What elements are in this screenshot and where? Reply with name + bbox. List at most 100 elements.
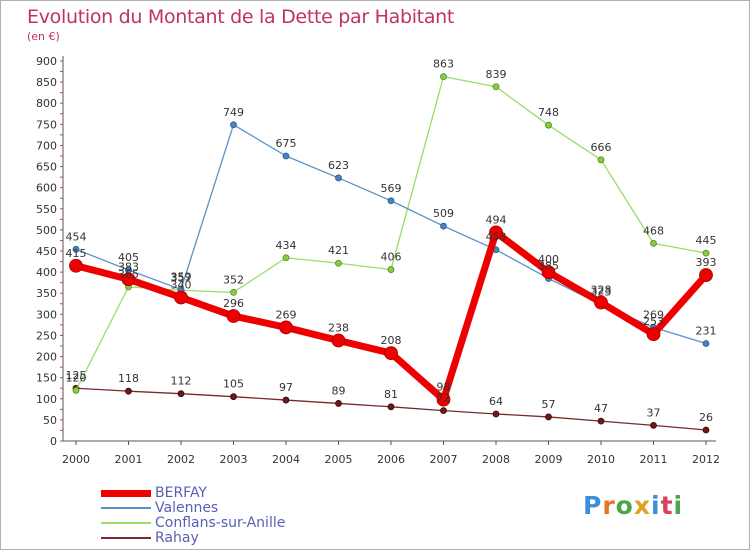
data-point-conflans-sur-anille xyxy=(440,73,447,81)
data-label-conflans-sur-anille: 748 xyxy=(538,106,559,119)
data-point-rahay xyxy=(597,417,605,425)
data-point-valennes xyxy=(230,121,237,129)
data-point-berfay xyxy=(646,327,661,342)
data-point-rahay xyxy=(282,396,290,404)
data-label-conflans-sur-anille: 445 xyxy=(696,234,717,247)
data-point-valennes xyxy=(72,245,80,253)
y-tick-label: 0 xyxy=(50,435,57,448)
logo-letter: i xyxy=(651,491,661,520)
legend-label-valennes: Valennes xyxy=(155,500,219,516)
data-labels-layer: 415 383 340 296 269 238 208 98 494 400 328 253 393 45… xyxy=(66,58,717,424)
data-label-rahay: 118 xyxy=(118,372,139,385)
data-point-conflans-sur-anille xyxy=(387,266,395,273)
data-point-berfay xyxy=(436,392,451,407)
data-label-berfay: 415 xyxy=(66,247,87,260)
data-label-rahay: 81 xyxy=(384,388,398,401)
y-tick-label: 500 xyxy=(36,224,57,237)
chart-unit: (en €) xyxy=(27,30,60,43)
data-label-conflans-sur-anille: 365 xyxy=(118,268,139,281)
y-tick-label: 650 xyxy=(36,161,57,174)
data-point-valennes xyxy=(440,222,447,230)
data-label-berfay: 269 xyxy=(276,308,297,321)
series-rahay xyxy=(72,384,710,434)
legend-swatch-valennes xyxy=(101,507,151,509)
data-label-berfay: 238 xyxy=(328,322,349,335)
data-point-rahay xyxy=(545,413,552,421)
series-layer xyxy=(69,73,713,434)
data-label-valennes: 749 xyxy=(223,106,244,119)
x-tick-label: 2006 xyxy=(377,453,405,466)
data-point-conflans-sur-anille xyxy=(492,83,500,91)
data-label-rahay: 89 xyxy=(332,384,346,397)
y-tick-label: 850 xyxy=(36,76,57,89)
data-point-conflans-sur-anille xyxy=(702,249,710,257)
logo-letter: o xyxy=(615,491,634,520)
data-point-berfay xyxy=(226,309,241,323)
data-label-valennes: 623 xyxy=(328,159,349,172)
y-tick-label: 200 xyxy=(36,351,57,364)
data-point-conflans-sur-anille xyxy=(545,121,552,129)
data-point-conflans-sur-anille xyxy=(230,288,237,296)
data-label-rahay: 57 xyxy=(542,398,556,411)
data-point-conflans-sur-anille xyxy=(282,254,290,262)
data-point-berfay xyxy=(384,346,398,361)
x-axis-ticks: 2000 2001 2002 2003 2004 2005 2006 2007 2008 2009… xyxy=(62,441,720,466)
data-label-conflans-sur-anille: 406 xyxy=(381,251,402,264)
x-tick-label: 2003 xyxy=(220,453,248,466)
data-label-berfay: 494 xyxy=(486,213,507,226)
data-label-valennes: 453 xyxy=(486,231,507,244)
data-label-conflans-sur-anille: 434 xyxy=(276,239,297,252)
data-point-berfay xyxy=(594,295,608,310)
y-tick-label: 50 xyxy=(43,414,57,427)
x-tick-label: 2012 xyxy=(692,453,720,466)
y-tick-label: 350 xyxy=(36,287,57,300)
y-tick-label: 600 xyxy=(36,182,57,195)
data-point-rahay xyxy=(177,390,185,398)
data-point-valennes xyxy=(387,197,395,205)
x-tick-label: 2005 xyxy=(325,453,353,466)
x-tick-label: 2004 xyxy=(272,453,300,466)
data-label-berfay: 340 xyxy=(171,278,192,291)
y-tick-label: 100 xyxy=(36,393,57,406)
y-tick-label: 900 xyxy=(36,55,57,68)
data-point-berfay xyxy=(541,265,556,280)
x-tick-label: 2007 xyxy=(430,453,458,466)
data-point-valennes xyxy=(702,340,710,347)
data-label-rahay: 125 xyxy=(66,369,87,382)
data-label-rahay: 72 xyxy=(437,392,451,405)
data-label-conflans-sur-anille: 120 xyxy=(66,371,87,384)
data-point-rahay xyxy=(492,410,500,418)
data-label-valennes: 509 xyxy=(433,207,454,220)
y-tick-label: 700 xyxy=(36,139,57,152)
data-label-berfay: 400 xyxy=(538,253,559,266)
data-label-berfay: 328 xyxy=(591,284,612,297)
data-label-rahay: 64 xyxy=(489,395,503,408)
data-label-conflans-sur-anille: 863 xyxy=(433,58,454,71)
data-label-conflans-sur-anille: 421 xyxy=(328,244,349,257)
data-label-rahay: 105 xyxy=(223,378,244,391)
data-label-valennes: 454 xyxy=(66,230,87,243)
legend-swatch-berfay xyxy=(101,489,151,497)
data-label-rahay: 26 xyxy=(699,411,713,424)
data-point-valennes xyxy=(335,174,342,182)
data-point-valennes xyxy=(282,152,290,160)
data-label-conflans-sur-anille: 352 xyxy=(223,273,244,286)
data-label-valennes: 675 xyxy=(276,137,297,150)
data-point-berfay xyxy=(69,258,83,273)
data-label-conflans-sur-anille: 666 xyxy=(591,141,612,154)
x-tick-label: 2010 xyxy=(587,453,615,466)
data-point-conflans-sur-anille xyxy=(650,239,657,247)
series-berfay xyxy=(69,225,713,407)
y-axis-ticks: 0 50 100 150 200 250 300 350 400 450 500 550 600 650 7… xyxy=(36,55,57,448)
data-point-rahay xyxy=(230,393,237,401)
x-tick-label: 2002 xyxy=(167,453,195,466)
chart-title: Evolution du Montant de la Dette par Hab… xyxy=(27,6,455,28)
data-label-conflans-sur-anille: 357 xyxy=(171,271,192,284)
data-point-rahay xyxy=(650,421,657,429)
data-label-valennes: 405 xyxy=(118,251,139,264)
data-point-conflans-sur-anille xyxy=(335,259,342,267)
logo-letter: r xyxy=(602,491,616,520)
logo-letter: P xyxy=(583,491,603,520)
